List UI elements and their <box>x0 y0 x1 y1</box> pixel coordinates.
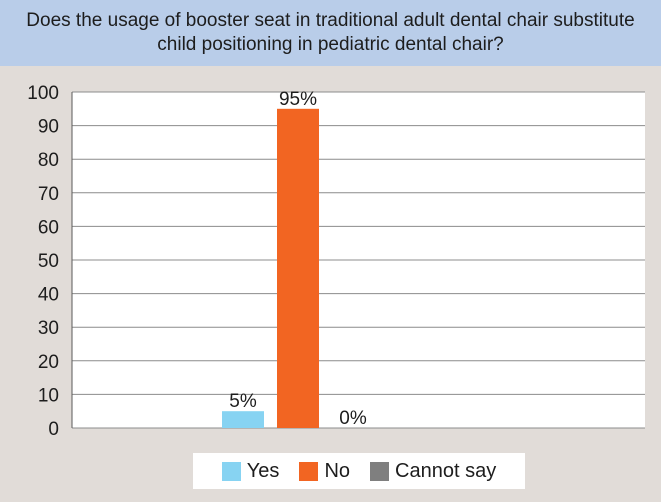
legend-swatch-no <box>299 461 319 481</box>
y-tick-label: 60 <box>38 217 59 238</box>
y-tick-label: 70 <box>38 184 59 205</box>
y-tick-label: 80 <box>38 150 59 171</box>
legend-label-yes: Yes <box>246 459 280 482</box>
chart-header: Does the usage of booster seat in tradit… <box>0 0 661 66</box>
bar-yes <box>222 411 264 428</box>
y-tick-label: 40 <box>38 285 59 306</box>
legend-item-no: No <box>299 460 350 483</box>
legend-swatch-yes <box>221 461 241 481</box>
legend-item-cannot-say: Cannot say <box>370 460 496 483</box>
chart-legend: Yes No Cannot say <box>193 453 525 489</box>
y-tick-label: 20 <box>38 352 59 373</box>
legend-label-cannot-say: Cannot say <box>395 459 497 482</box>
y-tick-label: 100 <box>27 83 59 104</box>
y-tick-label: 50 <box>38 251 59 272</box>
legend-swatch-cannot-say <box>370 461 390 481</box>
y-tick-label: 0 <box>48 419 59 440</box>
chart-title: Does the usage of booster seat in tradit… <box>26 10 635 55</box>
legend-label-no: No <box>324 459 351 482</box>
data-label-no: 95% <box>279 89 317 110</box>
data-label-cannot-say: 0% <box>339 408 367 429</box>
data-label-yes: 5% <box>229 391 257 412</box>
bar-no <box>277 108 319 429</box>
y-tick-label: 90 <box>38 117 59 138</box>
legend-item-yes: Yes <box>221 459 280 483</box>
y-tick-label: 30 <box>38 318 59 339</box>
bar-chart: 0 10 20 30 40 50 60 70 80 90 100 5% 95% 0% <box>27 83 645 440</box>
y-tick-label: 10 <box>38 385 59 406</box>
